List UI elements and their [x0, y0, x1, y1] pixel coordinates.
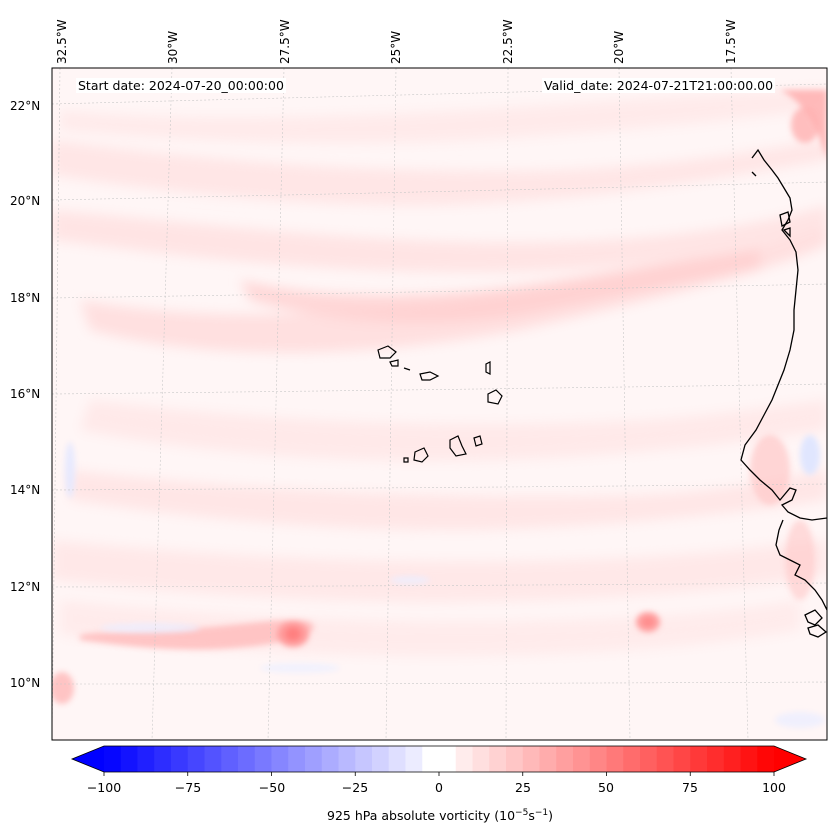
- colorbar-step: [204, 746, 222, 772]
- colorbar-label-unit: s: [528, 808, 535, 824]
- colorbar-step: [187, 746, 205, 772]
- colorbar-tick-label: −100: [86, 780, 122, 795]
- colorbar-label: 925 hPa absolute vorticity (10−5s−1): [327, 808, 553, 823]
- colorbar-tick-label: −50: [258, 780, 286, 795]
- colorbar-step: [740, 746, 758, 772]
- colorbar-step: [723, 746, 741, 772]
- colorbar-step: [439, 746, 457, 772]
- colorbar-step: [556, 746, 574, 772]
- lat-tick-label: 16°N: [10, 387, 41, 401]
- colorbar-step: [388, 746, 406, 772]
- colorbar-label-text: 925 hPa absolute vorticity (10: [326, 808, 516, 824]
- colorbar-step: [522, 746, 540, 772]
- colorbar-step: [489, 746, 507, 772]
- colorbar-step: [455, 746, 473, 772]
- colorbar-tick-label: −75: [174, 780, 202, 795]
- colorbar-step: [757, 746, 775, 772]
- lon-tick-label: 20°W: [612, 30, 626, 64]
- lon-tick-label: 27.5°W: [278, 19, 292, 64]
- lon-tick-label: 17.5°W: [724, 19, 738, 64]
- lon-tick-label: 22.5°W: [501, 19, 515, 64]
- coastline-africa: [740, 148, 827, 638]
- colorbar-step: [120, 746, 138, 772]
- colorbar-step: [606, 746, 624, 772]
- colorbar-tick-label: −25: [341, 780, 369, 795]
- lat-tick-label: 18°N: [10, 291, 41, 305]
- colorbar-step: [238, 746, 256, 772]
- colorbar-step: [589, 746, 607, 772]
- start-date-label: Start date: 2024-07-20_00:00:00: [76, 78, 286, 93]
- colorbar-step: [355, 746, 373, 772]
- negative-vorticity-patches: [65, 435, 825, 728]
- colorbar-low-extend: [72, 746, 104, 772]
- colorbar-step: [137, 746, 155, 772]
- colorbar-step: [422, 746, 440, 772]
- colorbar-label-exponent: −1: [534, 808, 549, 818]
- vorticity-contours: [52, 88, 827, 657]
- colorbar-step: [288, 746, 306, 772]
- colorbar-step: [338, 746, 356, 772]
- colorbar-step: [104, 746, 122, 772]
- lon-tick-label: 25°W: [389, 30, 403, 64]
- colorbar-tick-label: 100: [762, 780, 786, 795]
- colorbar-high-extend: [774, 746, 806, 772]
- colorbar-tick-label: 50: [598, 780, 614, 795]
- colorbar-label-close: ): [548, 808, 554, 824]
- colorbar-step: [506, 746, 524, 772]
- colorbar-step: [539, 746, 557, 772]
- colorbar-step: [707, 746, 725, 772]
- lat-tick-label: 14°N: [10, 483, 41, 497]
- colorbar-step: [254, 746, 272, 772]
- colorbar-step: [472, 746, 490, 772]
- lat-tick-label: 10°N: [10, 676, 41, 690]
- colorbar-tick-label: 0: [435, 780, 443, 795]
- colorbar-step: [154, 746, 172, 772]
- colorbar-step: [221, 746, 239, 772]
- colorbar-step: [372, 746, 390, 772]
- colorbar-step: [673, 746, 691, 772]
- colorbar-step: [690, 746, 708, 772]
- colorbar-step: [171, 746, 189, 772]
- colorbar-step: [623, 746, 641, 772]
- colorbar-step: [656, 746, 674, 772]
- colorbar-tick-label: 75: [682, 780, 698, 795]
- colorbar-label-exponent: −5: [515, 808, 529, 818]
- map-frame: [51, 67, 828, 741]
- coastline-cape-verde: [377, 345, 503, 463]
- colorbar-step: [405, 746, 423, 772]
- valid-date-label: Valid_date: 2024-07-21T21:00:00.00: [542, 78, 776, 93]
- lat-tick-label: 20°N: [10, 194, 41, 208]
- lat-tick-label: 22°N: [10, 99, 41, 113]
- colorbar-tick-label: 25: [515, 780, 531, 795]
- lat-tick-label: 12°N: [10, 580, 41, 594]
- colorbar: [70, 745, 808, 776]
- colorbar-step: [573, 746, 591, 772]
- lon-tick-label: 32.5°W: [55, 19, 69, 64]
- colorbar-step: [321, 746, 339, 772]
- vorticity-maxima: [52, 90, 827, 704]
- colorbar-step: [305, 746, 323, 772]
- colorbar-step: [640, 746, 658, 772]
- colorbar-step: [271, 746, 289, 772]
- lon-tick-label: 30°W: [166, 30, 180, 64]
